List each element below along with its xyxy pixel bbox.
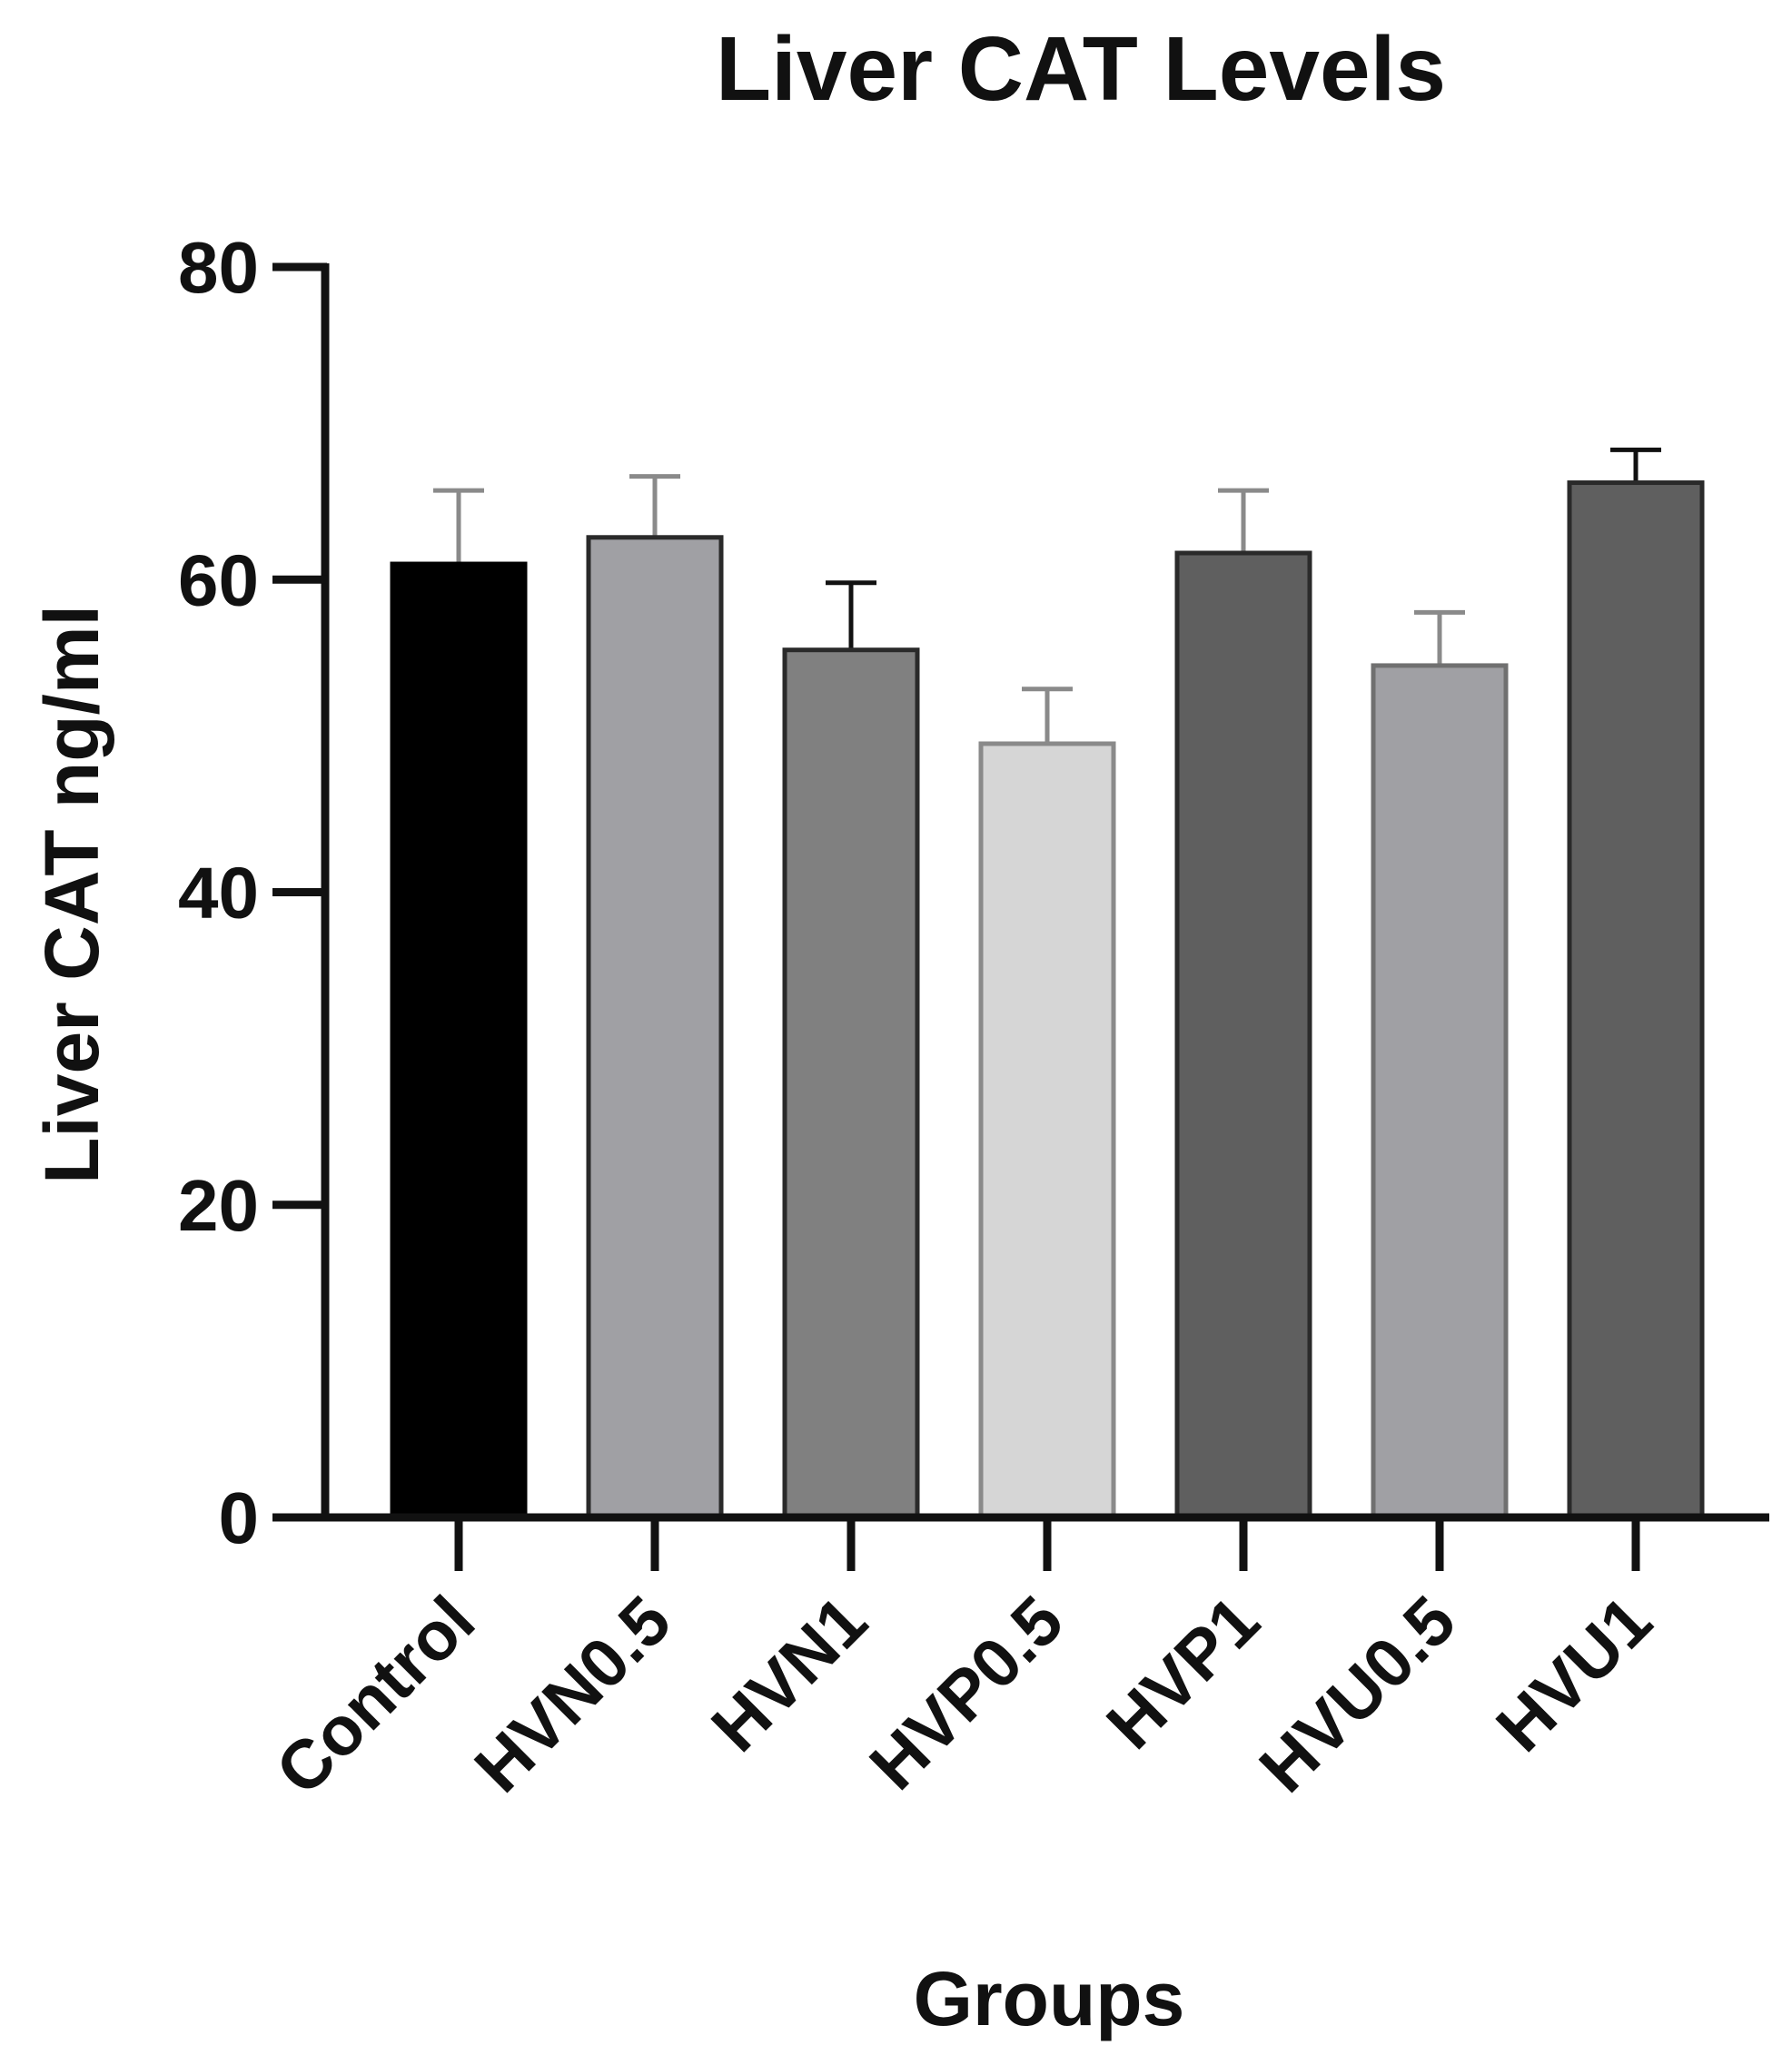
y-axis-label: Liver CAT ng/ml bbox=[29, 605, 114, 1184]
bar-hvu1 bbox=[1567, 480, 1705, 1520]
y-tick-label: 40 bbox=[178, 853, 259, 934]
y-tick-label: 60 bbox=[178, 539, 259, 620]
bar-hvp0-5 bbox=[978, 741, 1116, 1520]
bar-hvn1 bbox=[782, 647, 920, 1520]
y-ticks: 0 20 40 60 80 bbox=[178, 227, 327, 1558]
bar-control bbox=[390, 561, 528, 1520]
bar-hvp1 bbox=[1174, 550, 1312, 1520]
x-category-label: HVU0.5 bbox=[1245, 1582, 1470, 1807]
x-category-label: HVP0.5 bbox=[856, 1582, 1078, 1804]
bar-hvu0-5 bbox=[1371, 663, 1509, 1520]
x-category-label: Control bbox=[262, 1582, 490, 1810]
bar-hvn0-5 bbox=[586, 535, 724, 1520]
x-axis-label: Groups bbox=[914, 1956, 1185, 2041]
x-category-label: HVN0.5 bbox=[460, 1582, 686, 1807]
x-category-label: HVP1 bbox=[1093, 1582, 1274, 1764]
x-category-label: HVU1 bbox=[1482, 1582, 1667, 1766]
chart-title: Liver CAT Levels bbox=[716, 18, 1446, 120]
y-tick-label: 0 bbox=[219, 1477, 260, 1558]
y-tick-label: 80 bbox=[178, 227, 259, 308]
x-category-label: HVN1 bbox=[698, 1582, 882, 1766]
error-bars bbox=[433, 447, 1661, 744]
y-tick-label: 20 bbox=[178, 1165, 259, 1246]
bars bbox=[390, 480, 1705, 1520]
